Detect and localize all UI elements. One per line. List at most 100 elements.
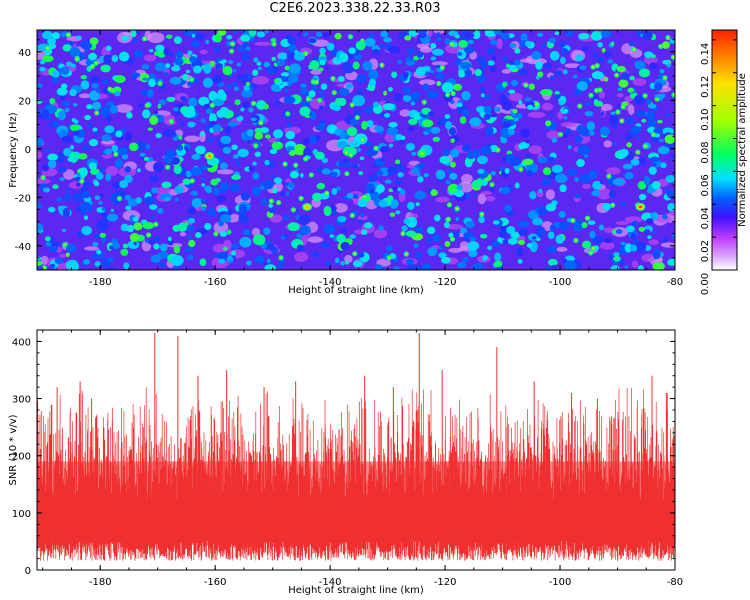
- heatmap-blob: [49, 263, 56, 269]
- heatmap-core: [147, 233, 150, 237]
- heatmap-blob: [649, 62, 657, 70]
- heatmap-patch: [628, 104, 635, 116]
- heatmap-blob: [93, 131, 100, 136]
- heatmap-blob: [430, 42, 437, 49]
- heatmap-patch: [431, 61, 448, 66]
- heatmap-blob: [647, 119, 657, 128]
- heatmap-blob: [468, 249, 478, 258]
- heatmap-blob: [199, 132, 206, 137]
- heatmap-blob: [415, 226, 424, 235]
- heatmap-blob: [407, 126, 416, 131]
- heatmap-blob: [563, 108, 569, 114]
- heatmap-blob: [148, 48, 154, 53]
- heatmap-blob: [286, 122, 293, 129]
- heatmap-blob: [165, 149, 176, 156]
- heatmap-core: [363, 195, 366, 199]
- heatmap-blob: [397, 60, 403, 65]
- heatmap-blob: [87, 123, 93, 129]
- heatmap-blob: [608, 190, 616, 199]
- heatmap-blob: [563, 133, 569, 139]
- heatmap-patch: [485, 195, 496, 202]
- heatmap-core: [80, 179, 84, 183]
- heatmap-blob: [314, 151, 325, 160]
- heatmap-blob: [80, 40, 93, 50]
- heatmap-blob: [642, 31, 653, 40]
- heatmap-patch: [557, 111, 564, 120]
- heatmap-blob: [220, 135, 232, 145]
- heatmap-blob: [287, 44, 298, 52]
- colorbar-gradient: [712, 30, 737, 270]
- heatmap-blob: [83, 181, 92, 187]
- heatmap-blob: [491, 113, 498, 118]
- heatmap-blob: [149, 175, 159, 182]
- heatmap-blob: [166, 96, 176, 102]
- heatmap-blob: [207, 137, 215, 143]
- heatmap-blob: [353, 193, 359, 199]
- heatmap-blob: [456, 262, 467, 269]
- heatmap-core: [571, 219, 575, 222]
- heatmap-blob: [382, 103, 395, 111]
- heatmap-blob: [64, 107, 70, 113]
- heatmap-blob: [397, 171, 404, 178]
- heatmap-blob: [357, 199, 368, 208]
- heatmap-blob: [512, 108, 518, 114]
- heatmap-blob: [222, 146, 232, 154]
- heatmap-blob: [512, 117, 519, 122]
- heatmap-patch: [433, 30, 446, 34]
- heatmap-core: [345, 172, 349, 175]
- heatmap-blob: [410, 101, 416, 106]
- heatmap-blob: [39, 66, 46, 72]
- heatmap-blob: [427, 247, 438, 257]
- heatmap-blob: [643, 229, 651, 234]
- heatmap-blob: [506, 225, 516, 234]
- heatmap-blob: [645, 218, 654, 225]
- heatmap-patch: [399, 109, 411, 117]
- heatmap-blob: [416, 51, 424, 58]
- heatmap-blob: [620, 241, 626, 246]
- heatmap-blob: [486, 47, 496, 56]
- heatmap-blob: [262, 103, 269, 110]
- heatmap-blob: [598, 224, 605, 231]
- heatmap-core: [43, 266, 46, 269]
- heatmap-patch: [598, 91, 606, 99]
- heatmap-blob: [335, 186, 342, 191]
- heatmap-blob: [579, 65, 587, 71]
- heatmap-blob: [542, 167, 552, 176]
- heatmap-blob: [164, 197, 171, 202]
- y-tick-label: 200: [12, 452, 31, 463]
- heatmap-core: [611, 204, 614, 207]
- heatmap-blob: [257, 66, 262, 71]
- heatmap-blob: [524, 97, 532, 102]
- heatmap-core: [672, 56, 675, 59]
- snr-y-ticks: 0 100 200 300 400: [12, 329, 675, 577]
- heatmap-blob: [108, 266, 116, 270]
- heatmap-blob: [593, 100, 603, 107]
- heatmap-blob: [59, 177, 65, 181]
- heatmap-blob: [573, 193, 581, 199]
- colorbar-tick-label: 0.04: [700, 207, 711, 229]
- heatmap-patch: [501, 68, 512, 74]
- heatmap-core: [315, 81, 318, 84]
- heatmap-blob: [150, 215, 155, 220]
- heatmap-blob: [51, 32, 61, 40]
- heatmap-blob: [613, 255, 621, 262]
- heatmap-blob: [79, 201, 92, 213]
- heatmap-blob: [72, 102, 78, 107]
- heatmap-patch: [419, 79, 436, 86]
- heatmap-blob: [51, 70, 60, 79]
- heatmap-blob: [450, 148, 460, 158]
- heatmap-blob: [247, 74, 253, 80]
- heatmap-blob: [603, 50, 612, 58]
- heatmap-blob: [239, 236, 252, 248]
- heatmap-blob: [195, 145, 206, 155]
- heatmap-blob: [549, 75, 555, 80]
- heatmap-blob: [41, 55, 54, 63]
- heatmap-blob: [146, 88, 155, 98]
- heatmap-blob: [477, 155, 489, 165]
- heatmap-blob: [111, 144, 119, 153]
- heatmap-blob: [251, 186, 261, 196]
- heatmap-blob: [649, 212, 659, 221]
- heatmap-blob: [607, 59, 614, 64]
- heatmap-blob: [448, 232, 454, 238]
- heatmap-blob: [185, 69, 191, 74]
